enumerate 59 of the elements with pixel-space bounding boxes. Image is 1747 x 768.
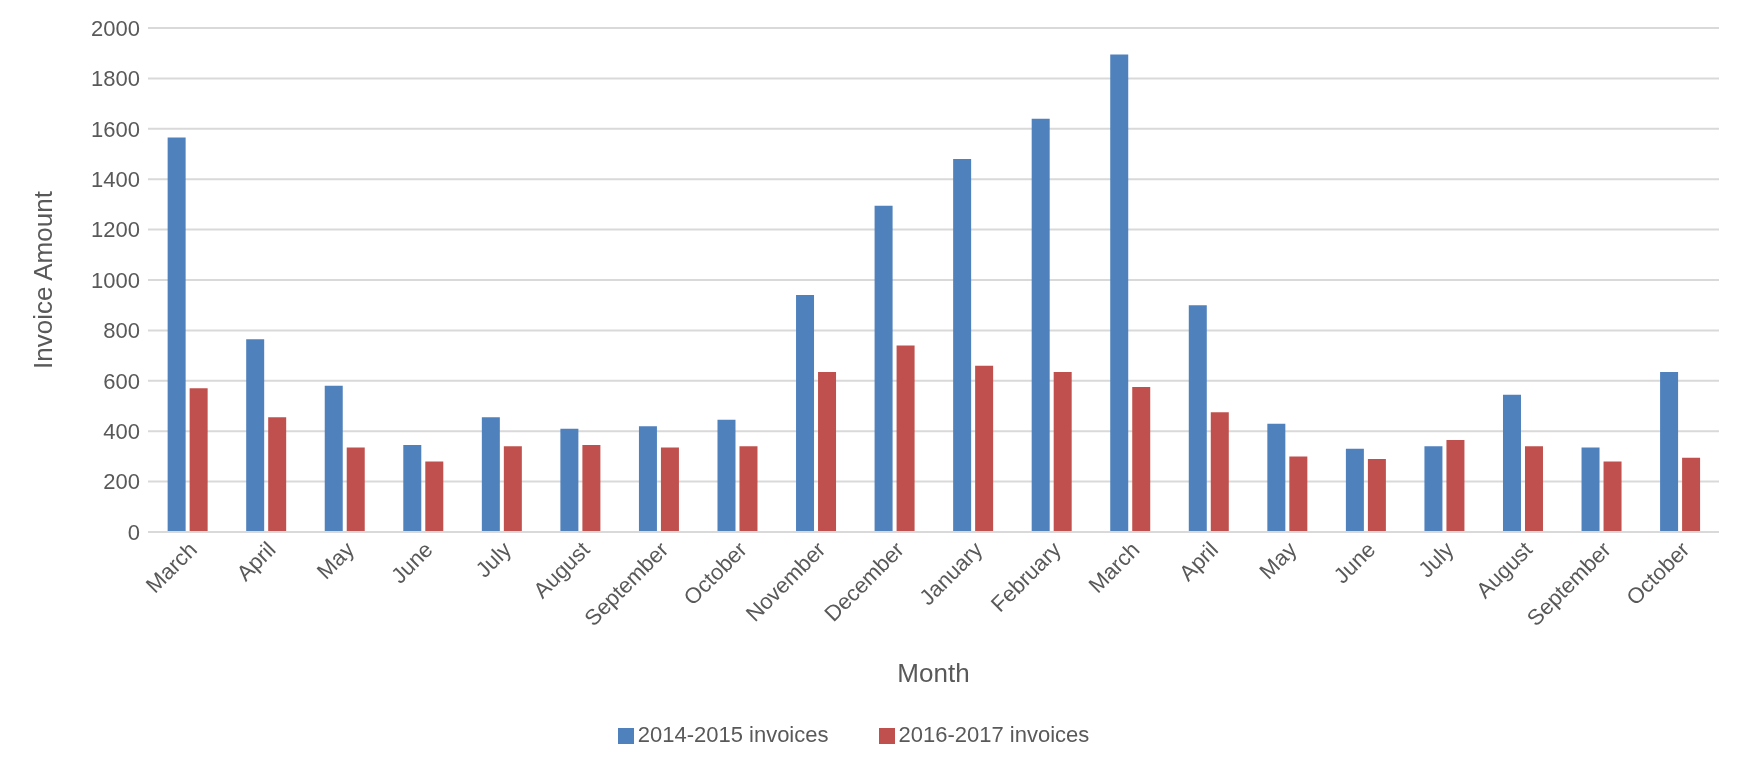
y-tick-label: 1600 bbox=[91, 116, 140, 142]
bar bbox=[818, 371, 837, 532]
bar bbox=[1188, 305, 1207, 532]
y-tick-label: 1200 bbox=[91, 217, 140, 243]
bar bbox=[324, 385, 343, 532]
bar bbox=[268, 417, 287, 532]
y-tick-label: 200 bbox=[103, 469, 140, 495]
bar bbox=[1524, 446, 1543, 532]
bar bbox=[189, 388, 208, 532]
y-tick-label: 2000 bbox=[91, 15, 140, 41]
bar bbox=[638, 426, 657, 532]
bar bbox=[1446, 440, 1465, 532]
bar bbox=[1132, 387, 1151, 532]
bar bbox=[1053, 371, 1072, 532]
bar bbox=[1424, 446, 1443, 532]
bar bbox=[1603, 461, 1622, 532]
bar bbox=[1682, 457, 1701, 532]
bar bbox=[1660, 371, 1679, 532]
bar bbox=[503, 446, 522, 532]
bar bbox=[1210, 412, 1229, 532]
x-tick-label: May bbox=[1254, 536, 1302, 584]
bar bbox=[481, 417, 500, 532]
bar bbox=[896, 345, 915, 532]
bar bbox=[1367, 458, 1386, 532]
bar bbox=[953, 159, 972, 532]
x-tick-label: May bbox=[311, 536, 359, 584]
y-axis-title: Invoice Amount bbox=[28, 190, 59, 369]
bar bbox=[739, 446, 758, 532]
bar bbox=[1502, 394, 1521, 532]
bar bbox=[1110, 54, 1129, 532]
y-tick-label: 400 bbox=[103, 419, 140, 445]
bar bbox=[346, 447, 365, 532]
bar bbox=[717, 419, 736, 532]
bar bbox=[560, 428, 579, 532]
x-tick-label: July bbox=[470, 536, 517, 583]
bar bbox=[1289, 456, 1308, 532]
bar bbox=[246, 339, 265, 532]
bar bbox=[660, 447, 679, 532]
y-tick-label: 1800 bbox=[91, 66, 140, 92]
bar bbox=[796, 295, 815, 532]
bar bbox=[425, 461, 444, 532]
bar bbox=[582, 445, 601, 532]
bar bbox=[403, 445, 422, 532]
y-tick-label: 0 bbox=[127, 519, 140, 545]
y-tick-label: 1400 bbox=[91, 167, 140, 193]
bar bbox=[1581, 447, 1600, 532]
x-tick-label: July bbox=[1413, 536, 1459, 583]
bar bbox=[874, 205, 893, 532]
y-tick-label: 600 bbox=[103, 368, 140, 394]
bar bbox=[1345, 448, 1364, 532]
bar bbox=[975, 365, 994, 532]
x-axis-title: Month bbox=[897, 658, 970, 688]
y-tick-label: 1000 bbox=[91, 267, 140, 293]
bar bbox=[1031, 118, 1050, 532]
bar bbox=[167, 137, 186, 532]
legend-label: 2016-2017 invoices bbox=[898, 722, 1090, 747]
legend-label: 2014-2015 invoices bbox=[637, 722, 829, 747]
bar bbox=[1267, 423, 1286, 532]
y-tick-label: 800 bbox=[103, 318, 140, 344]
